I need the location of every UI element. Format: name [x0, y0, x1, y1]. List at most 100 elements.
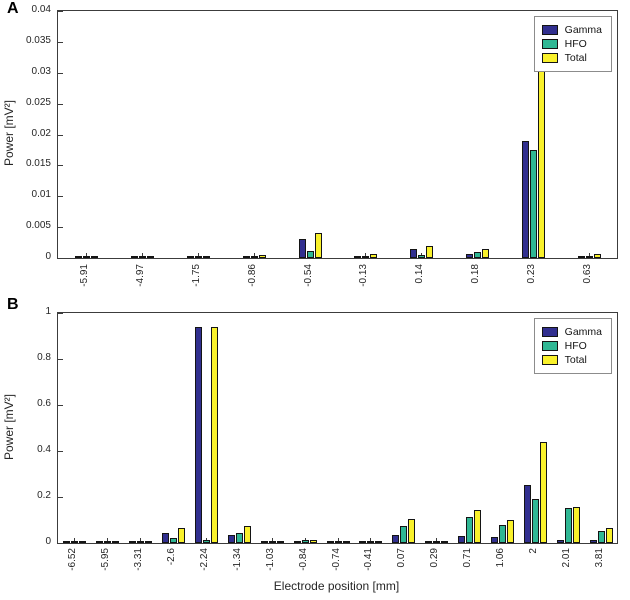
- bar-total-0.18: [482, 249, 489, 258]
- y-tick-mark: [58, 73, 63, 74]
- bar-hfo--6.52: [71, 541, 78, 543]
- x-tick-mark: [198, 253, 199, 258]
- bar-total--0.84: [310, 540, 317, 543]
- legend-label-hfo: HFO: [564, 38, 587, 50]
- bar-gamma-3.81: [590, 540, 597, 543]
- y-tick-label: 0.03: [31, 66, 51, 77]
- legend-swatch-gamma: [541, 327, 558, 337]
- bar-gamma--3.31: [129, 541, 136, 543]
- y-axis-label-text-a: Power [mV²]: [2, 100, 16, 167]
- legend-item-hfo: HFO: [541, 38, 602, 50]
- y-tick-mark: [58, 135, 63, 136]
- bar-gamma--4.97: [131, 256, 138, 258]
- bar-hfo--0.86: [251, 256, 258, 258]
- bar-gamma--1.75: [187, 256, 194, 258]
- bar-hfo--3.31: [137, 541, 144, 543]
- bar-gamma-2: [524, 485, 531, 543]
- legend-label-hfo: HFO: [564, 340, 587, 352]
- bar-hfo-2.01: [565, 508, 572, 543]
- bar-gamma--5.95: [96, 541, 103, 543]
- legend-swatch-hfo: [541, 39, 558, 49]
- y-axis-label-a: Power [mV²]: [1, 10, 17, 257]
- bar-gamma-1.06: [491, 537, 498, 543]
- x-tick-label: -1.34: [232, 548, 243, 571]
- bar-total-0.07: [408, 519, 415, 543]
- bar-hfo--1.34: [236, 533, 243, 543]
- bar-gamma-2.01: [557, 540, 564, 543]
- y-tick-label: 1: [45, 306, 51, 317]
- panel-label-a: A: [7, 0, 19, 17]
- bar-total--0.86: [259, 255, 266, 258]
- bar-total-0.71: [474, 510, 481, 543]
- x-tick-label: 0.07: [396, 548, 407, 568]
- bar-gamma--0.54: [299, 239, 306, 258]
- x-tick-label: -0.13: [358, 264, 369, 287]
- x-tick-label: 0.23: [526, 264, 537, 284]
- y-tick-mark: [58, 104, 63, 105]
- bar-total--0.74: [343, 541, 350, 543]
- x-tick-label: -0.74: [331, 548, 342, 571]
- legend-label-gamma: Gamma: [564, 326, 602, 338]
- bar-hfo-0.23: [530, 150, 537, 258]
- bar-gamma--0.84: [294, 541, 301, 543]
- bar-hfo--0.54: [307, 251, 314, 258]
- bar-gamma--6.52: [63, 541, 70, 543]
- bar-hfo--0.13: [362, 256, 369, 258]
- legend-label-total: Total: [564, 354, 587, 366]
- bar-hfo--2.6: [170, 538, 177, 543]
- bar-hfo--1.75: [195, 256, 202, 258]
- bar-gamma--0.74: [327, 541, 334, 543]
- plot-area-b: Gamma HFO Total: [57, 312, 618, 544]
- y-tick-label: 0.005: [25, 220, 51, 231]
- bar-hfo--4.97: [139, 256, 146, 258]
- bar-total-3.81: [606, 528, 613, 543]
- bar-gamma--0.41: [359, 541, 366, 543]
- bar-hfo-0.71: [466, 517, 473, 543]
- bar-total-0.29: [441, 541, 448, 543]
- bar-gamma-0.71: [458, 536, 465, 543]
- bar-total--2.6: [178, 528, 185, 543]
- x-tick-label: -1.03: [265, 548, 276, 571]
- bar-gamma--1.34: [228, 535, 235, 543]
- bar-total-0.63: [594, 254, 601, 258]
- plot-area-a: Gamma HFO Total: [57, 10, 618, 259]
- y-tick-label: 0.4: [37, 444, 51, 455]
- bar-total--0.41: [375, 541, 382, 543]
- bar-gamma--0.86: [243, 256, 250, 258]
- x-axis-labels-b: -6.52 -5.95 -3.31 -2.6 -2.24 -1.34 -1.03 -0.84 -…: [57, 546, 616, 578]
- bar-gamma-0.18: [466, 254, 473, 258]
- legend-label-total: Total: [564, 52, 587, 64]
- legend-item-gamma: Gamma: [541, 24, 602, 36]
- x-axis-labels-a: -5.91 -4.97 -1.75 -0.86 -0.54 -0.13 0.14 0.18 0.…: [57, 262, 616, 298]
- y-tick-mark: [58, 451, 63, 452]
- bar-hfo--0.74: [335, 541, 342, 543]
- x-tick-label: -2.6: [166, 548, 177, 566]
- x-tick-mark: [589, 253, 590, 258]
- bar-total--5.95: [112, 541, 119, 543]
- bar-total--2.24: [211, 327, 218, 543]
- bar-gamma-0.23: [522, 141, 529, 258]
- y-tick-mark: [58, 497, 63, 498]
- legend-item-hfo: HFO: [541, 340, 602, 352]
- bar-gamma--0.13: [354, 256, 361, 258]
- x-tick-mark: [254, 253, 255, 258]
- bar-hfo-0.29: [433, 541, 440, 543]
- x-axis-title: Electrode position [mm]: [273, 579, 400, 593]
- legend-a: Gamma HFO Total: [533, 16, 612, 72]
- legend-b: Gamma HFO Total: [533, 318, 612, 374]
- legend-item-total: Total: [541, 354, 602, 366]
- y-tick-label: 0: [45, 251, 51, 262]
- bar-total--5.91: [91, 256, 98, 258]
- y-tick-label: 0.6: [37, 398, 51, 409]
- bar-hfo-0.18: [474, 252, 481, 258]
- bar-gamma-0.63: [578, 256, 585, 258]
- x-tick-mark: [272, 538, 273, 543]
- x-tick-label: -6.52: [67, 548, 78, 571]
- bar-total-0.14: [426, 246, 433, 258]
- x-tick-label: 2: [528, 548, 539, 554]
- x-tick-label: 0.14: [414, 264, 425, 284]
- x-tick-label: 3.81: [594, 548, 605, 568]
- x-tick-label: -0.54: [303, 264, 314, 287]
- x-tick-label: -4.97: [135, 264, 146, 287]
